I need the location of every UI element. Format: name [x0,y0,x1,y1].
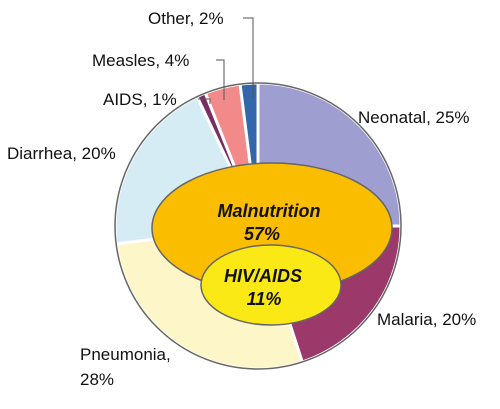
slice-label-neonatal: Neonatal, 25% [358,108,470,127]
leader-line-aids [198,98,211,104]
leader-line-other [243,17,254,98]
slice-label-measles: Measles, 4% [92,51,189,70]
slice-label-pneumonia-value: 28% [80,370,114,389]
slice-label-malaria: Malaria, 20% [377,310,476,329]
slice-label-diarrhea: Diarrhea, 20% [7,144,116,163]
pie-outline [114,82,402,370]
slice-label-other: Other, 2% [148,9,224,28]
slice-label-aids: AIDS, 1% [103,90,177,109]
overlay-hiv-aids [200,244,342,326]
hiv-aids-label: HIV/AIDS [224,266,302,286]
hiv-aids-value: 11% [247,289,282,309]
slice-label-pneumonia: Pneumonia, [80,345,171,364]
malnutrition-label: Malnutrition [218,201,321,221]
leader-line-measles [216,59,225,100]
malnutrition-value: 57% [244,224,280,244]
